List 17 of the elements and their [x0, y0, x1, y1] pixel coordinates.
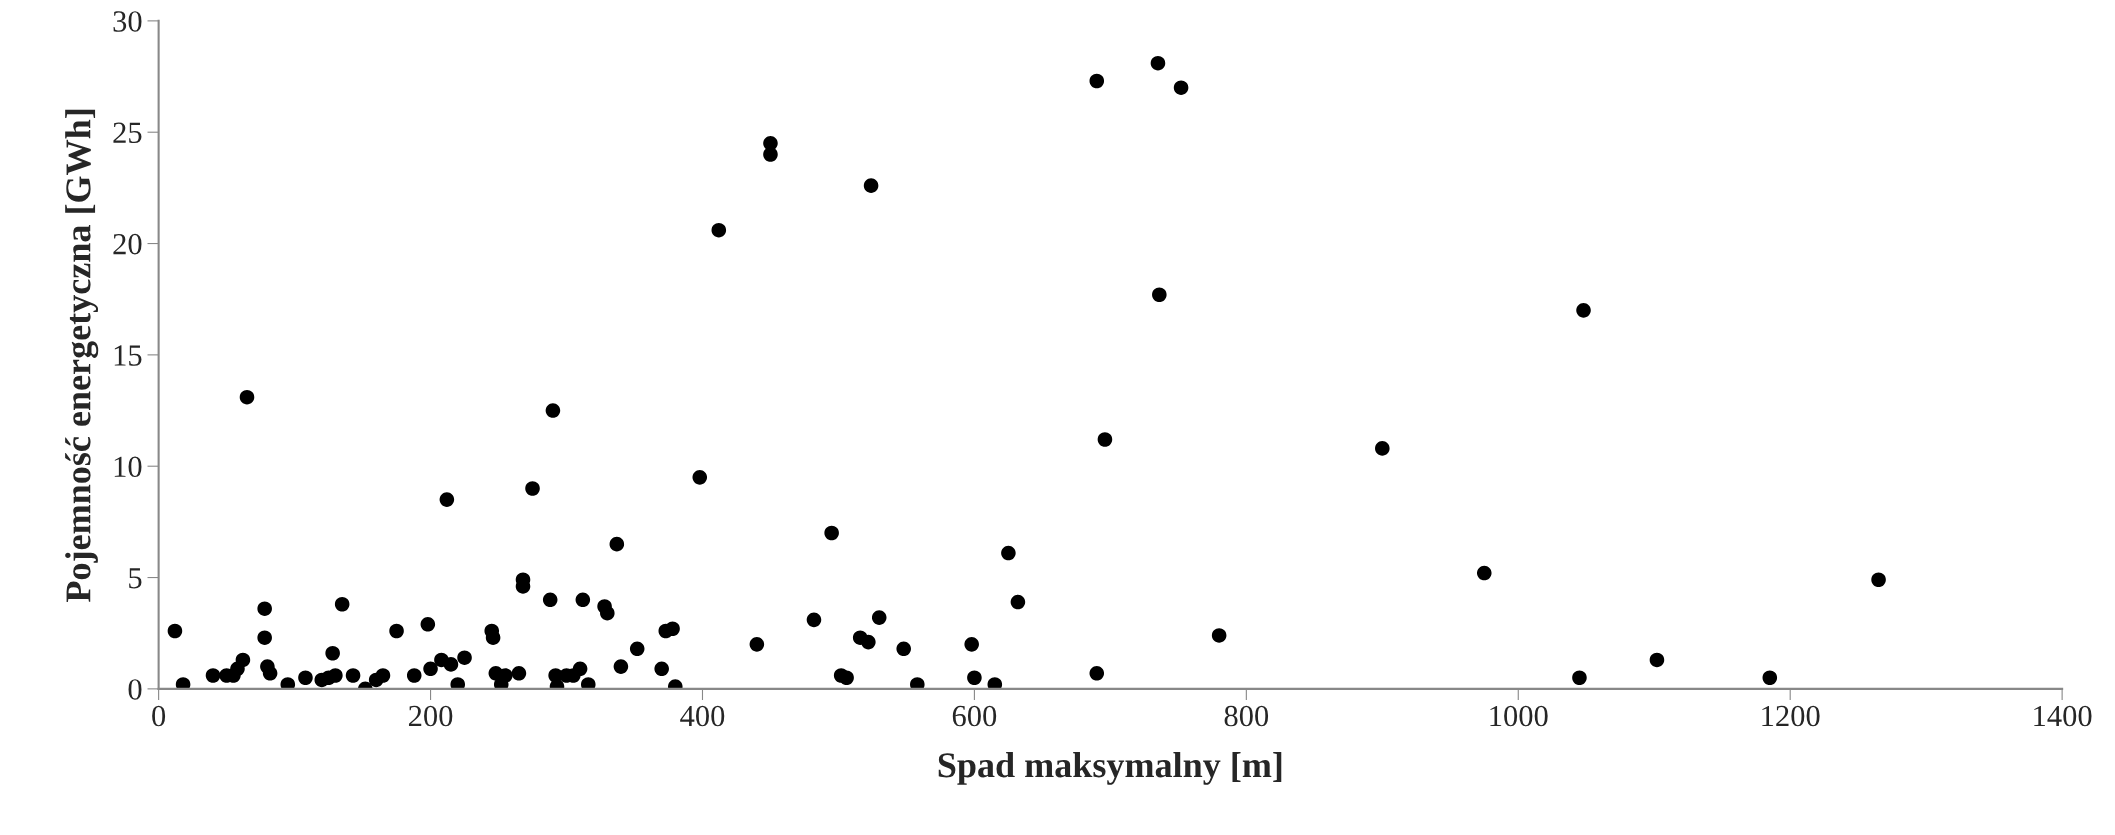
x-tick-label: 800	[1224, 705, 1269, 727]
y-axis-title: Pojemność energetyczna [GWh]	[65, 109, 99, 602]
y-tick-label: 25	[113, 122, 142, 144]
y-tick-label: 30	[113, 11, 142, 32]
x-tick-label: 1000	[1490, 705, 1548, 727]
y-tick-label: 0	[128, 679, 142, 700]
x-tick-label: 200	[408, 705, 453, 727]
x-tick-label: 400	[680, 705, 725, 727]
x-axis-title: Spad maksymalny [m]	[938, 752, 1282, 785]
y-tick-label: 5	[129, 568, 142, 589]
x-tick-label: 1200	[1762, 705, 1820, 727]
y-tick-label: 20	[113, 233, 142, 255]
x-tick-label: 0	[152, 705, 166, 727]
y-tick-label: 15	[114, 345, 142, 366]
x-tick-label: 1400	[2034, 705, 2092, 727]
x-tick-label: 600	[952, 705, 997, 727]
y-tick-label: 10	[114, 456, 142, 478]
